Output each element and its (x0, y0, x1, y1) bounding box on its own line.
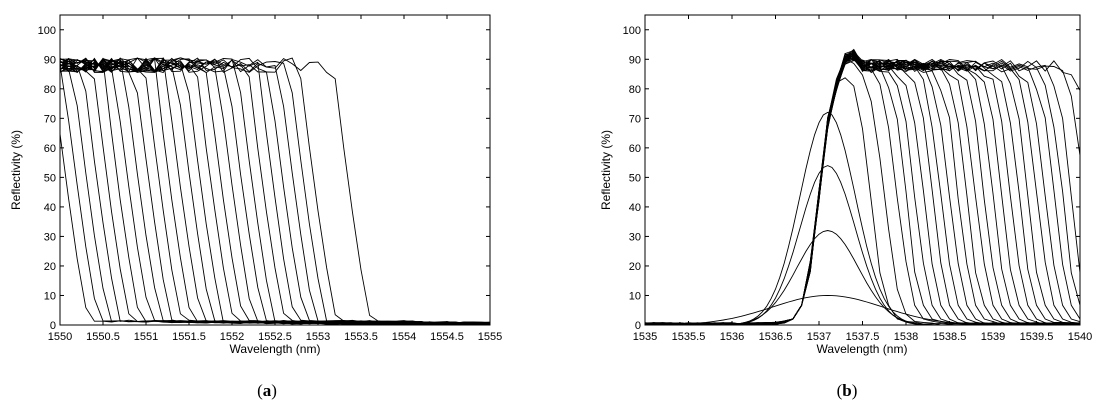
panel-b-series-line (644, 54, 1081, 326)
panel-a-y-tick-label: 20 (44, 261, 56, 273)
panel-a-x-tick-label: 1550.5 (86, 331, 120, 343)
panel-a-y-tick-label: 30 (44, 231, 56, 243)
panel-b-x-tick-label: 1535.5 (672, 331, 706, 343)
panel-b-x-tick-label: 1538 (894, 331, 918, 343)
panel-b-x-tick-label: 1537.5 (846, 331, 880, 343)
panel-a-y-tick-label: 90 (44, 54, 56, 66)
panel-b-y-tick-label: 30 (629, 231, 641, 243)
panel-a-x-tick-label: 1550 (48, 331, 72, 343)
panel-b-y-tick-label: 40 (629, 202, 641, 214)
panel-a-caption: (a) (257, 381, 277, 400)
panel-b-x-axis-title: Wavelength (nm) (817, 342, 908, 356)
panel-b-x-tick-label: 1538.5 (933, 331, 967, 343)
panel-a-series-line (59, 57, 491, 324)
panel-a-y-tick-label: 80 (44, 84, 56, 96)
panel-b-y-tick-label: 50 (629, 172, 641, 184)
panel-a-y-tick-label: 10 (44, 290, 56, 302)
panel-b-x-tick-label: 1537 (807, 331, 831, 343)
panel-b-caption-letter: b (842, 381, 851, 400)
panel-b-y-tick-label: 90 (629, 54, 641, 66)
panel-a-series-line (59, 57, 491, 325)
panel-a-x-tick-label: 1553.5 (344, 331, 378, 343)
panel-b-y-tick-label: 0 (635, 320, 641, 332)
panel-b-x-tick-label: 1539 (981, 331, 1005, 343)
panel-b-y-axis-title: Reflectivity (%) (599, 130, 613, 210)
panel-a-y-tick-label: 100 (38, 25, 56, 37)
panel-a-x-tick-label: 1554 (392, 331, 416, 343)
panel-b-y-axis: 0 10 20 30 40 50 60 70 80 90 100 (623, 25, 1080, 332)
panel-a-chart: 1550 1550.5 1551 1551.5 1552 1552.5 1553 1553.5… (9, 14, 502, 400)
panel-a-x-tick-label: 1553 (306, 331, 330, 343)
panel-a-y-tick-label: 0 (50, 320, 56, 332)
panel-a-x-tick-label: 1555 (478, 331, 502, 343)
panel-a-y-axis-title: Reflectivity (%) (9, 130, 23, 210)
panel-a-x-axis: 1550 1550.5 1551 1551.5 1552 1552.5 1553 1553.5… (48, 15, 502, 343)
panel-b-x-tick-label: 1536.5 (759, 331, 793, 343)
panel-a-x-tick-label: 1551.5 (172, 331, 206, 343)
panel-b-y-tick-label: 20 (629, 261, 641, 273)
panel-b-y-tick-label: 70 (629, 113, 641, 125)
panel-b-x-tick-label: 1536 (720, 331, 744, 343)
panel-b-chart: 1535 1535.5 1536 1536.5 1537 1537.5 1538 1538.5… (599, 14, 1092, 400)
panel-b-y-tick-label: 10 (629, 290, 641, 302)
panel-a-x-tick-label: 1552 (220, 331, 244, 343)
panel-b-y-tick-label: 100 (623, 25, 641, 37)
panel-b-x-axis: 1535 1535.5 1536 1536.5 1537 1537.5 1538 1538.5… (633, 15, 1092, 343)
panel-a-y-axis: 0 10 20 30 40 50 60 70 80 90 100 (38, 25, 490, 332)
panel-a-x-tick-label: 1554.5 (430, 331, 464, 343)
panel-a-x-tick-label: 1551 (134, 331, 158, 343)
panel-a-y-tick-label: 70 (44, 113, 56, 125)
panel-a-caption-letter: a (263, 381, 272, 400)
panel-b-y-tick-label: 60 (629, 143, 641, 155)
panel-a-y-tick-label: 60 (44, 143, 56, 155)
panel-b-x-tick-label: 1539.5 (1020, 331, 1054, 343)
panel-a-y-tick-label: 40 (44, 202, 56, 214)
panel-b-y-tick-label: 80 (629, 84, 641, 96)
panel-a-x-tick-label: 1552.5 (258, 331, 292, 343)
panel-b-x-tick-label: 1540 (1068, 331, 1092, 343)
panel-a-y-tick-label: 50 (44, 172, 56, 184)
panel-b-x-tick-label: 1535 (633, 331, 657, 343)
panel-b-caption: (b) (837, 381, 858, 400)
panel-b-series-group (644, 48, 1081, 326)
panel-a-x-axis-title: Wavelength (nm) (230, 342, 321, 356)
